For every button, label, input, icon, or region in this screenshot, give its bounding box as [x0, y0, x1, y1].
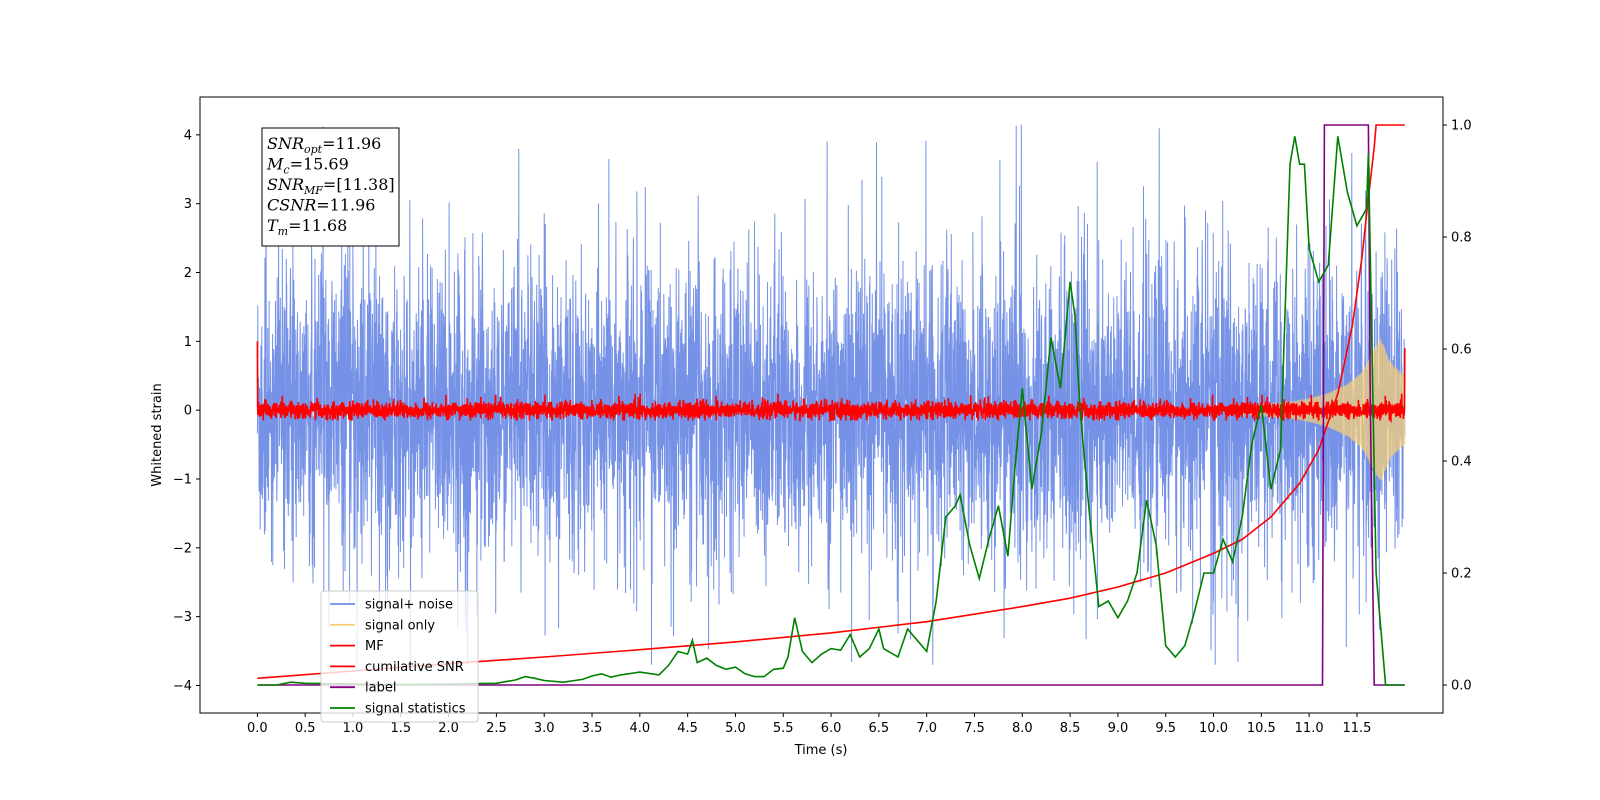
- y-right-tick-label: 0.2: [1451, 567, 1472, 582]
- x-tick-label: 4.5: [677, 721, 698, 736]
- y-tick-label: 3: [184, 197, 192, 212]
- y-tick-label: −1: [173, 472, 192, 487]
- annotation-line: Tm=11.68: [267, 216, 347, 238]
- y-tick-label: 1: [184, 335, 192, 350]
- x-tick-label: 5.5: [773, 721, 794, 736]
- y-tick-label: 2: [184, 266, 192, 281]
- legend-label: signal statistics: [365, 702, 466, 717]
- series-mf: [256, 341, 1406, 424]
- x-tick-label: 8.0: [1012, 721, 1033, 736]
- legend-label: signal only: [365, 618, 435, 633]
- series-cumilative-snr: [257, 124, 1405, 680]
- x-tick-label: 2.0: [438, 721, 459, 736]
- y-right-tick-label: 1.0: [1451, 119, 1472, 134]
- x-tick-label: 9.0: [1108, 721, 1129, 736]
- x-tick-label: 9.5: [1155, 721, 1176, 736]
- x-tick-label: 8.5: [1060, 721, 1081, 736]
- series-label: [257, 124, 1405, 686]
- y-tick-label: −3: [173, 610, 192, 625]
- x-tick-label: 3.0: [534, 721, 555, 736]
- axes-frame: [199, 96, 1444, 714]
- annotation-line: SNRopt=11.96: [267, 134, 381, 156]
- legend-box: [320, 590, 479, 723]
- annotation-line: Mc=15.69: [266, 155, 349, 177]
- y-axis-left: −4 −3 −2 −1 0 1 2 3 4: [173, 128, 200, 694]
- y-tick-label: 4: [184, 128, 192, 143]
- annotation-line: SNRMF=[11.38]: [267, 175, 395, 197]
- x-tick-label: 7.0: [916, 721, 937, 736]
- y-right-tick-label: 0.0: [1451, 679, 1472, 694]
- series-signal-statistics: [257, 136, 1405, 686]
- y-axis-right: 0.0 0.2 0.4 0.6 0.8 1.0: [1443, 119, 1472, 694]
- legend-label: label: [365, 681, 396, 696]
- legend-label: MF: [365, 639, 384, 654]
- legend-label: signal+ noise: [365, 598, 453, 613]
- y-tick-label: −4: [173, 679, 192, 694]
- x-axis: 0.0 0.5 1.0 1.5 2.0 2.5 3.0 3.5 4.0 4.5 5.0 5.5 6.0 6…: [247, 713, 1371, 736]
- x-tick-label: 10.5: [1247, 721, 1276, 736]
- x-tick-label: 1.5: [390, 721, 411, 736]
- series-signal-noise: [256, 124, 1406, 665]
- x-axis-label: Time (s): [794, 743, 848, 758]
- x-tick-label: 1.0: [343, 721, 364, 736]
- y-right-tick-label: 0.6: [1451, 343, 1472, 358]
- x-tick-label: 5.0: [725, 721, 746, 736]
- y-right-tick-label: 0.8: [1451, 231, 1472, 246]
- legend-label: cumilative SNR: [365, 660, 464, 675]
- x-tick-label: 6.0: [821, 721, 842, 736]
- x-tick-label: 3.5: [582, 721, 603, 736]
- stats-annotation-box: SNRopt=11.96Mc=15.69SNRMF=[11.38]CSNR=11…: [261, 127, 400, 247]
- x-tick-label: 2.5: [486, 721, 507, 736]
- y-tick-label: −2: [173, 541, 192, 556]
- x-tick-label: 0.0: [247, 721, 268, 736]
- y-axis-label: Whitened strain: [150, 383, 165, 486]
- x-tick-label: 6.5: [869, 721, 890, 736]
- x-tick-label: 10.0: [1199, 721, 1228, 736]
- x-tick-label: 0.5: [295, 721, 316, 736]
- annotation-line: CSNR=11.96: [267, 196, 375, 215]
- x-tick-label: 7.5: [964, 721, 985, 736]
- y-right-tick-label: 0.4: [1451, 455, 1472, 470]
- legend: signal+ noise signal only MF cumilative SNR…: [320, 590, 479, 723]
- y-tick-label: 0: [184, 404, 192, 419]
- x-tick-label: 11.0: [1295, 721, 1324, 736]
- plot-area: [256, 124, 1406, 686]
- x-tick-label: 11.5: [1342, 721, 1371, 736]
- x-tick-label: 4.0: [629, 721, 650, 736]
- annotation-border: [261, 127, 400, 247]
